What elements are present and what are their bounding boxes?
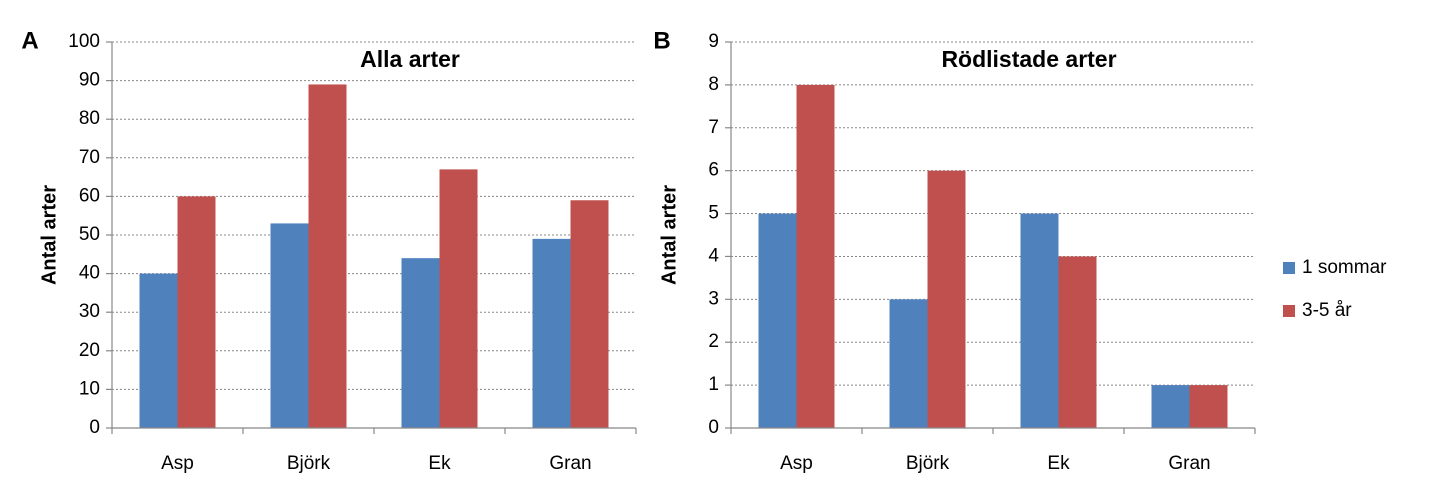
y-tick-label: 90 (79, 70, 100, 91)
y-tick-label: 20 (79, 340, 100, 361)
y-tick-label: 40 (79, 263, 100, 284)
y-tick-label: 0 (89, 417, 100, 438)
x-tick-label: Björk (287, 453, 331, 474)
x-tick-label: Ek (428, 453, 451, 474)
bar (1189, 385, 1228, 428)
y-tick-label: 10 (79, 378, 100, 399)
legend-label: 1 sommar (1302, 257, 1387, 278)
y-tick-label: 2 (708, 331, 719, 352)
y-tick-label: 6 (708, 160, 719, 181)
y-tick-label: 1 (708, 374, 719, 395)
bar (1058, 256, 1097, 428)
bar (796, 84, 835, 428)
y-tick-label: 4 (708, 245, 719, 266)
bar (889, 299, 928, 428)
y-tick-label: 30 (79, 301, 100, 322)
y-tick-label: 100 (68, 31, 100, 52)
x-tick-label: Gran (1168, 453, 1210, 474)
y-tick-label: 5 (708, 203, 719, 224)
y-axis-label: Antal arter (658, 185, 680, 285)
legend-swatch (1283, 305, 1295, 317)
legend-swatch (1283, 262, 1295, 274)
x-tick-label: Asp (780, 453, 813, 474)
bar (177, 196, 216, 428)
y-tick-label: 50 (79, 224, 100, 245)
chart-title: Alla arter (360, 46, 460, 72)
x-tick-label: Gran (549, 453, 591, 474)
bar (270, 223, 309, 428)
y-tick-label: 9 (708, 31, 719, 52)
panel-label: B (653, 27, 670, 54)
legend-label: 3-5 år (1302, 300, 1352, 321)
panel-label: A (21, 27, 38, 54)
y-tick-label: 70 (79, 147, 100, 168)
bar (401, 258, 440, 428)
y-tick-label: 80 (79, 108, 100, 129)
bar (532, 238, 571, 428)
y-tick-label: 3 (708, 288, 719, 309)
chart-title: Rödlistade arter (941, 46, 1116, 72)
x-tick-label: Ek (1047, 453, 1070, 474)
x-tick-label: Asp (161, 453, 194, 474)
bar (570, 200, 609, 428)
y-axis-label: Antal arter (38, 185, 60, 285)
bar (439, 169, 478, 428)
y-tick-label: 60 (79, 185, 100, 206)
bar (139, 273, 178, 428)
y-tick-label: 0 (708, 417, 719, 438)
bar (308, 84, 347, 429)
y-tick-label: 8 (708, 74, 719, 95)
bar (1151, 385, 1190, 428)
x-tick-label: Björk (906, 453, 950, 474)
bar (1020, 213, 1059, 428)
y-tick-label: 7 (708, 117, 719, 138)
bar (927, 170, 966, 428)
bar (758, 213, 797, 428)
